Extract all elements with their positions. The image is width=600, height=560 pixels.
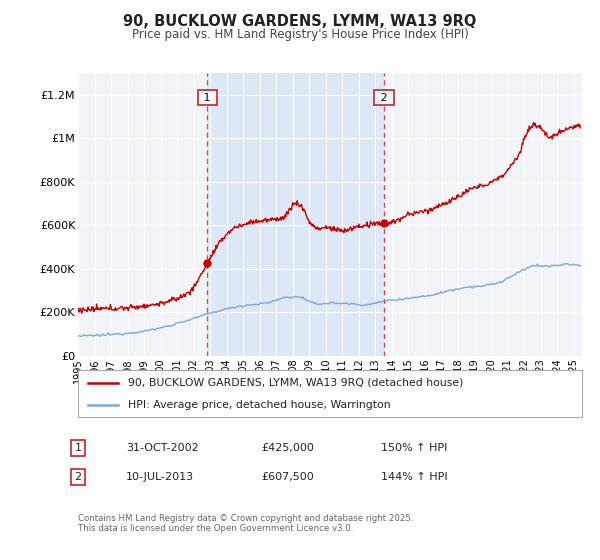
Text: 144% ↑ HPI: 144% ↑ HPI: [381, 472, 448, 482]
Text: 31-OCT-2002: 31-OCT-2002: [126, 443, 199, 453]
Bar: [208, 73, 384, 356]
Text: Contains HM Land Registry data © Crown copyright and database right 2025.
This d: Contains HM Land Registry data © Crown c…: [78, 514, 413, 534]
Text: 90, BUCKLOW GARDENS, LYMM, WA13 9RQ: 90, BUCKLOW GARDENS, LYMM, WA13 9RQ: [124, 14, 476, 29]
Text: £425,000: £425,000: [261, 443, 314, 453]
Text: 150% ↑ HPI: 150% ↑ HPI: [381, 443, 448, 453]
Text: 10-JUL-2013: 10-JUL-2013: [126, 472, 194, 482]
Text: 1: 1: [200, 92, 214, 102]
Text: 2: 2: [377, 92, 391, 102]
Text: 90, BUCKLOW GARDENS, LYMM, WA13 9RQ (detached house): 90, BUCKLOW GARDENS, LYMM, WA13 9RQ (det…: [128, 378, 464, 388]
Text: HPI: Average price, detached house, Warrington: HPI: Average price, detached house, Warr…: [128, 400, 391, 410]
Text: 1: 1: [74, 443, 82, 453]
Text: £607,500: £607,500: [261, 472, 314, 482]
Text: 2: 2: [74, 472, 82, 482]
Text: Price paid vs. HM Land Registry's House Price Index (HPI): Price paid vs. HM Land Registry's House …: [131, 28, 469, 41]
